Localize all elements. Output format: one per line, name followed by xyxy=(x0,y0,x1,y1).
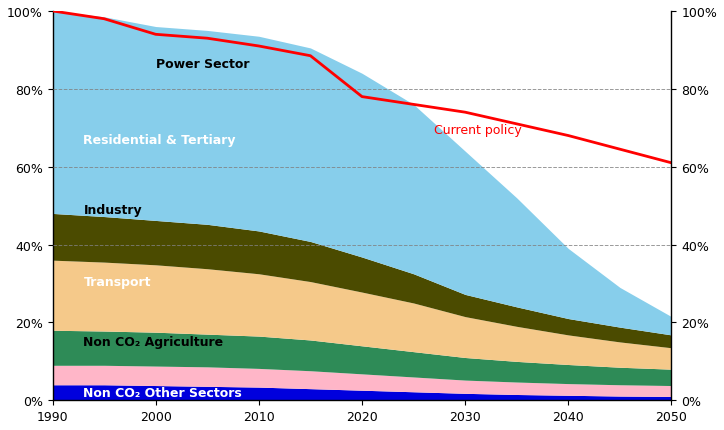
Text: Transport: Transport xyxy=(83,276,151,289)
Text: Non CO₂ Agriculture: Non CO₂ Agriculture xyxy=(83,336,224,349)
Text: Power Sector: Power Sector xyxy=(156,58,249,71)
Text: Current policy: Current policy xyxy=(434,124,522,137)
Text: Non CO₂ Other Sectors: Non CO₂ Other Sectors xyxy=(83,386,243,399)
Text: Industry: Industry xyxy=(83,203,142,217)
Text: Residential & Tertiary: Residential & Tertiary xyxy=(83,134,236,147)
